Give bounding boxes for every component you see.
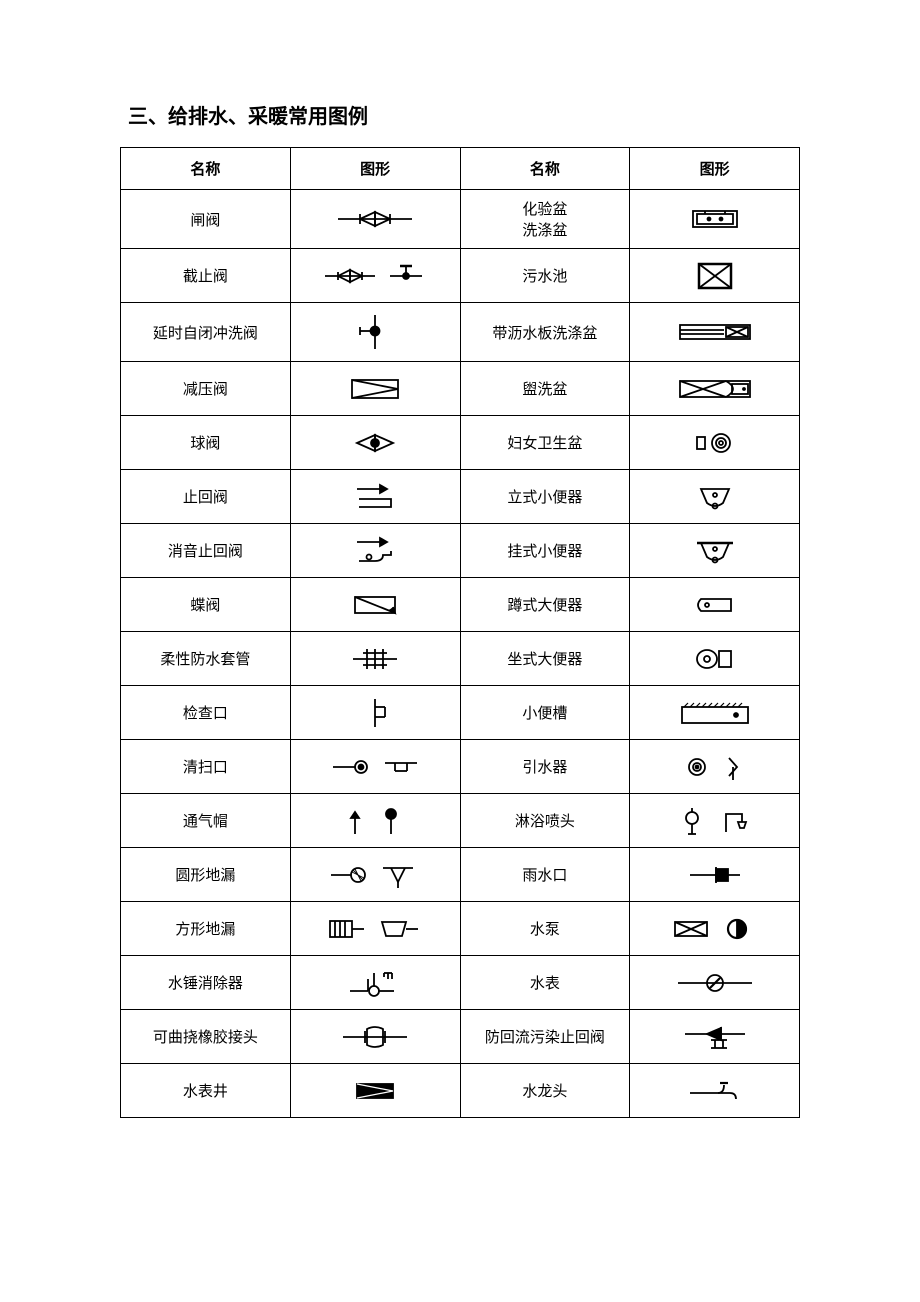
name-cell-left: 闸阀 [121, 190, 291, 249]
name-cell-right: 蹲式大便器 [460, 578, 630, 632]
table-row: 截止阀 污水池 [121, 249, 800, 303]
name-cell-right: 挂式小便器 [460, 524, 630, 578]
table-row: 消音止回阀 挂式小便器 [121, 524, 800, 578]
table-row: 清扫口 引水器 [121, 740, 800, 794]
name-cell-left: 水锤消除器 [121, 956, 291, 1010]
table-row: 通气帽 淋浴喷头 [121, 794, 800, 848]
table-body: 闸阀 化验盆洗涤盆 截止阀 污水池 延时自闭冲洗阀 带沥水板洗涤盆 [121, 190, 800, 1118]
table-row: 球阀 妇女卫生盆 [121, 416, 800, 470]
delay-flush-valve-icon [290, 303, 460, 362]
hammer-arrestor-icon [290, 956, 460, 1010]
square-drain-icon [290, 902, 460, 956]
name-cell-left: 检查口 [121, 686, 291, 740]
name-cell-left: 可曲挠橡胶接头 [121, 1010, 291, 1064]
name-cell-right: 化验盆洗涤盆 [460, 190, 630, 249]
header-row: 名称 图形 名称 图形 [121, 148, 800, 190]
section-title: 三、给排水、采暖常用图例 [120, 100, 800, 129]
table-row: 柔性防水套管 坐式大便器 [121, 632, 800, 686]
name-cell-right: 妇女卫生盆 [460, 416, 630, 470]
name-cell-right: 盥洗盆 [460, 362, 630, 416]
water-diverter-icon [630, 740, 800, 794]
name-cell-right: 立式小便器 [460, 470, 630, 524]
vent-cap-icon [290, 794, 460, 848]
silent-check-valve-icon [290, 524, 460, 578]
name-cell-left: 水表井 [121, 1064, 291, 1118]
inspection-port-icon [290, 686, 460, 740]
bidet-icon [630, 416, 800, 470]
butterfly-valve-icon [290, 578, 460, 632]
urinal-trough-icon [630, 686, 800, 740]
cleanout-icon [290, 740, 460, 794]
name-cell-left: 消音止回阀 [121, 524, 291, 578]
name-cell-right: 水龙头 [460, 1064, 630, 1118]
name-cell-left: 圆形地漏 [121, 848, 291, 902]
name-cell-right: 小便槽 [460, 686, 630, 740]
faucet-icon [630, 1064, 800, 1118]
name-cell-right: 污水池 [460, 249, 630, 303]
table-row: 检查口 小便槽 [121, 686, 800, 740]
name-cell-left: 截止阀 [121, 249, 291, 303]
name-cell-right: 水泵 [460, 902, 630, 956]
wash-basin-icon [630, 362, 800, 416]
legend-table: 名称 图形 名称 图形 闸阀 化验盆洗涤盆 截止阀 污水池 延时自闭冲洗阀 [120, 147, 800, 1118]
pump-icon [630, 902, 800, 956]
name-cell-right: 带沥水板洗涤盆 [460, 303, 630, 362]
table-row: 方形地漏 水泵 [121, 902, 800, 956]
table-row: 可曲挠橡胶接头 防回流污染止回阀 [121, 1010, 800, 1064]
shower-head-icon [630, 794, 800, 848]
header-symbol-1: 图形 [290, 148, 460, 190]
name-cell-left: 延时自闭冲洗阀 [121, 303, 291, 362]
gate-valve-icon [290, 190, 460, 249]
header-name-1: 名称 [121, 148, 291, 190]
name-cell-left: 蝶阀 [121, 578, 291, 632]
squat-toilet-icon [630, 578, 800, 632]
table-row: 水锤消除器 水表 [121, 956, 800, 1010]
lab-sink-icon [630, 190, 800, 249]
round-drain-icon [290, 848, 460, 902]
name-cell-right: 淋浴喷头 [460, 794, 630, 848]
check-valve-icon [290, 470, 460, 524]
name-cell-left: 通气帽 [121, 794, 291, 848]
name-cell-left: 止回阀 [121, 470, 291, 524]
name-cell-left: 方形地漏 [121, 902, 291, 956]
table-row: 水表井 水龙头 [121, 1064, 800, 1118]
rubber-joint-icon [290, 1010, 460, 1064]
table-row: 减压阀 盥洗盆 [121, 362, 800, 416]
stop-valve-icon [290, 249, 460, 303]
name-cell-right: 防回流污染止回阀 [460, 1010, 630, 1064]
name-cell-right: 雨水口 [460, 848, 630, 902]
rainwater-inlet-icon [630, 848, 800, 902]
table-row: 蝶阀 蹲式大便器 [121, 578, 800, 632]
table-row: 闸阀 化验盆洗涤盆 [121, 190, 800, 249]
drain-board-sink-icon [630, 303, 800, 362]
reducing-valve-icon [290, 362, 460, 416]
water-meter-icon [630, 956, 800, 1010]
sewage-pool-icon [630, 249, 800, 303]
table-row: 延时自闭冲洗阀 带沥水板洗涤盆 [121, 303, 800, 362]
table-row: 圆形地漏 雨水口 [121, 848, 800, 902]
name-cell-left: 减压阀 [121, 362, 291, 416]
ball-valve-icon [290, 416, 460, 470]
header-name-2: 名称 [460, 148, 630, 190]
header-symbol-2: 图形 [630, 148, 800, 190]
backflow-preventer-icon [630, 1010, 800, 1064]
standing-urinal-icon [630, 470, 800, 524]
name-cell-left: 球阀 [121, 416, 291, 470]
meter-well-icon [290, 1064, 460, 1118]
wall-urinal-icon [630, 524, 800, 578]
name-cell-left: 清扫口 [121, 740, 291, 794]
name-cell-right: 引水器 [460, 740, 630, 794]
seat-toilet-icon [630, 632, 800, 686]
name-cell-left: 柔性防水套管 [121, 632, 291, 686]
name-cell-right: 水表 [460, 956, 630, 1010]
flexible-sleeve-icon [290, 632, 460, 686]
name-cell-right: 坐式大便器 [460, 632, 630, 686]
table-row: 止回阀 立式小便器 [121, 470, 800, 524]
